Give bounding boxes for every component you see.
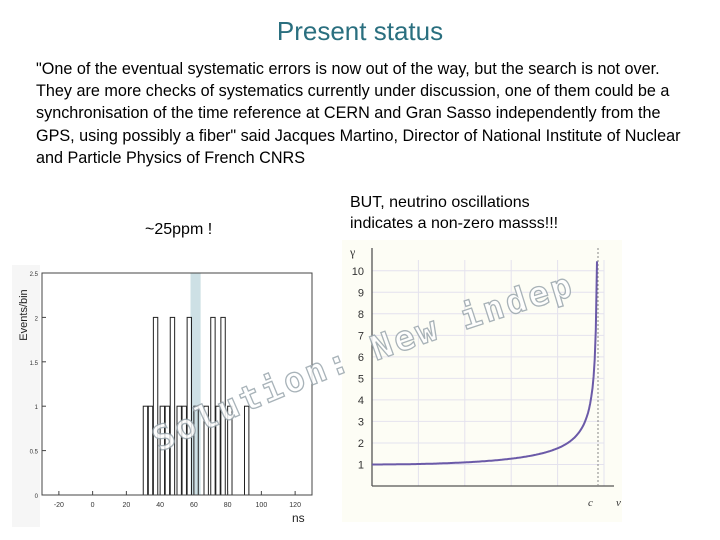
oscillation-note-line1: BUT, neutrino oscillations (350, 194, 530, 211)
y-tick-label: 5 (358, 373, 364, 385)
y-axis-label: Events/bin (18, 289, 30, 340)
y-tick-label: 4 (358, 395, 364, 407)
x-tick-label: 40 (156, 502, 164, 509)
histogram-bar (159, 405, 166, 496)
slide-title: Present status (276, 16, 444, 46)
histogram-bar (203, 405, 209, 496)
histogram-bar (176, 405, 182, 496)
y-tick-label: 2 (35, 316, 39, 322)
histogram-left-margin (12, 265, 40, 527)
y-tick-label: 8 (358, 309, 364, 321)
y-tick-label: 6 (358, 352, 364, 364)
histogram-bar (169, 316, 176, 496)
y-tick-label: 7 (358, 330, 364, 342)
histogram-bar (164, 405, 171, 496)
y-axis-label: γ (349, 245, 356, 259)
oscillation-note-line2: indicates a non-zero masss!!! (350, 215, 559, 232)
y-tick-label: 1 (35, 405, 39, 411)
y-tick-label: 1.5 (30, 361, 39, 367)
x-tick-label: 0 (91, 502, 95, 509)
c-marker-label: c (588, 497, 593, 509)
timing-histogram: 0 0.5 1 1.5 2 2.5 -20 0 20 40 60 80 100 120 ns Events/b… (12, 265, 313, 527)
y-tick-label: 2.5 (30, 272, 39, 278)
y-tick-label: 10 (352, 266, 364, 278)
x-axis-label: v (616, 497, 621, 509)
histogram-bar (210, 316, 216, 496)
histogram-bar (227, 405, 233, 496)
y-tick-label: 0.5 (30, 450, 39, 456)
histogram-bar (220, 316, 226, 496)
histogram-bar (181, 405, 187, 496)
histogram-bar (215, 405, 221, 496)
x-tick-label: 20 (122, 502, 130, 509)
offset-band (190, 273, 201, 495)
gamma-curve (372, 261, 598, 466)
histogram-bar (244, 405, 250, 496)
ppm-label: ~25ppm ! (145, 221, 213, 238)
histogram-bar (142, 405, 149, 496)
histogram-frame (41, 272, 313, 496)
x-tick-label: -20 (54, 502, 64, 509)
x-tick-label: 100 (256, 502, 268, 509)
y-tick-label: 1 (358, 459, 364, 471)
histogram-bar (152, 316, 159, 496)
y-tick-label: 0 (35, 494, 39, 500)
oscillation-note: BUT, neutrino oscillations indicates a n… (350, 192, 558, 234)
lorentz-factor-plot: 1 2 3 4 5 6 7 8 9 10 γ v c (342, 240, 622, 522)
histogram-bar (147, 405, 154, 496)
x-tick-label: 80 (224, 502, 232, 509)
x-axis-label: ns (292, 511, 305, 525)
x-tick-label: 60 (190, 502, 198, 509)
quote-text: "One of the eventual systematic errors i… (36, 60, 681, 167)
x-tick-label: 120 (289, 502, 301, 509)
y-tick-label: 3 (358, 416, 364, 428)
y-tick-label: 9 (358, 287, 364, 299)
y-tick-label: 2 (358, 438, 364, 450)
